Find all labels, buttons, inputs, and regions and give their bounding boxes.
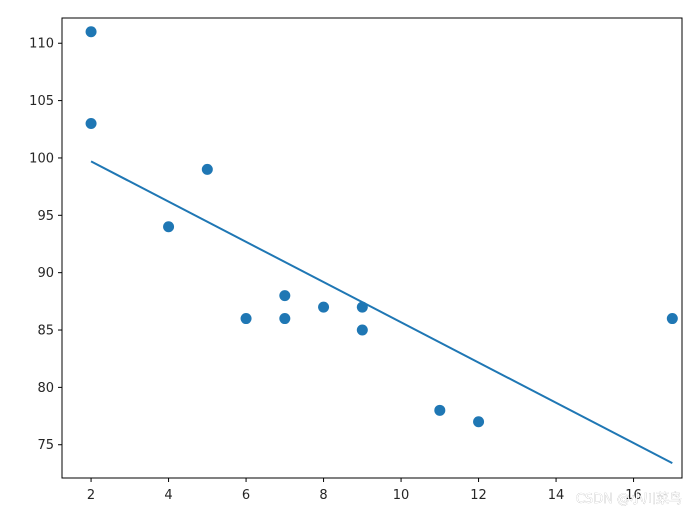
- y-tick-label: 90: [37, 266, 54, 281]
- x-tick-label: 8: [319, 488, 327, 503]
- y-axis-ticks: 75 80 85 90 95 100 105 110: [29, 37, 62, 453]
- scatter-point: [356, 324, 368, 336]
- x-tick-label: 14: [548, 488, 565, 503]
- y-tick-label: 95: [37, 209, 54, 224]
- regression-line: [90, 160, 673, 464]
- scatter-point: [473, 416, 485, 428]
- scatter-point: [163, 221, 175, 233]
- y-tick-label: 85: [37, 324, 54, 339]
- x-tick-label: 6: [242, 488, 250, 503]
- scatter-point: [240, 313, 252, 325]
- x-tick-label: 4: [164, 488, 172, 503]
- y-tick-label: 80: [37, 381, 54, 396]
- scatter-point: [318, 301, 330, 313]
- scatter-point: [85, 118, 97, 130]
- scatter-point: [201, 163, 213, 175]
- x-tick-label: 12: [470, 488, 487, 503]
- scatter-point: [279, 290, 291, 302]
- scatter-point: [85, 26, 97, 38]
- y-tick-label: 110: [29, 37, 54, 52]
- y-tick-label: 75: [37, 438, 54, 453]
- plot-layer: [85, 26, 678, 464]
- x-tick-label: 2: [87, 488, 95, 503]
- scatter-point: [434, 404, 446, 416]
- x-tick-label: 10: [393, 488, 410, 503]
- watermark-text: CSDN @小川菜鸟: [576, 491, 682, 507]
- axes-frame: [61, 17, 683, 479]
- scatter-point: [279, 313, 291, 325]
- y-tick-label: 105: [29, 94, 54, 109]
- x-axis-ticks: 2 4 6 8 10 12 14 16: [87, 478, 642, 503]
- y-tick-label: 100: [29, 151, 54, 166]
- scatter-point: [666, 313, 678, 325]
- x-tick-label: 16: [625, 488, 642, 503]
